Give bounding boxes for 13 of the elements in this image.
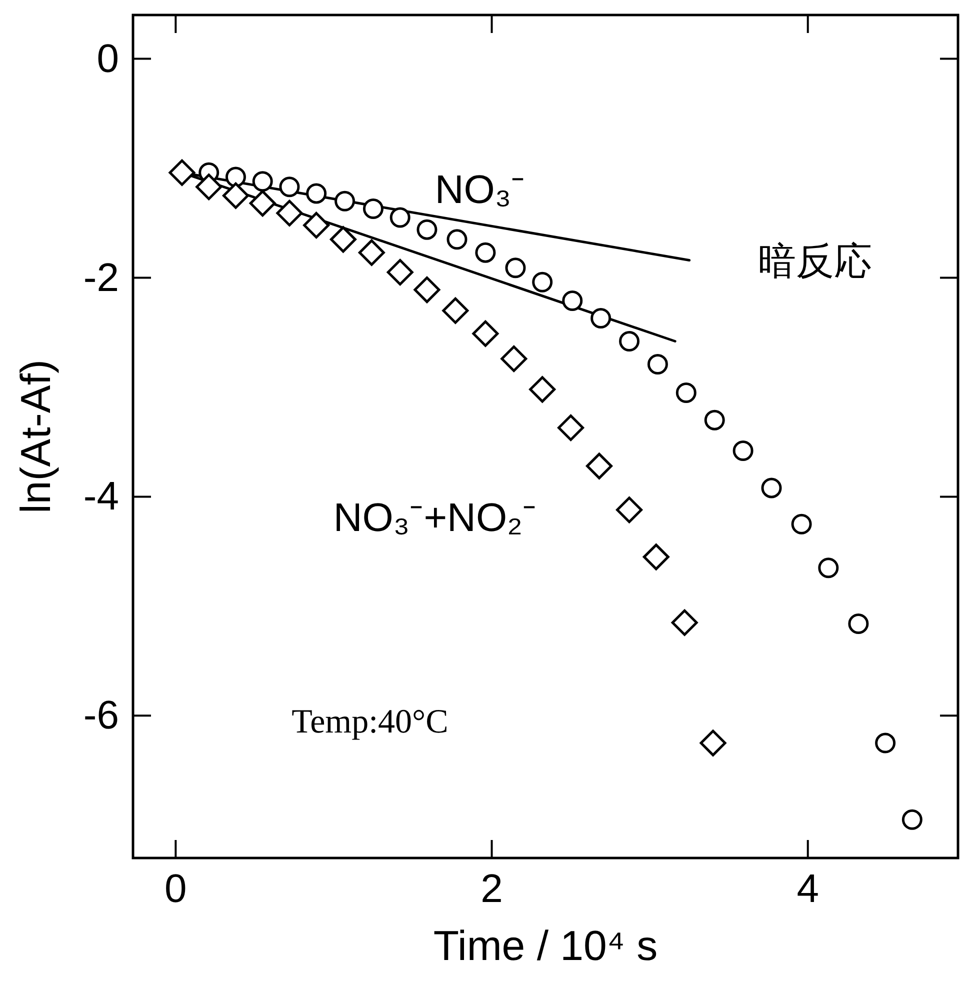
annotation: Temp:40°C bbox=[292, 704, 448, 740]
x-tick-label: 4 bbox=[796, 867, 819, 911]
annotation: 暗反応 bbox=[758, 241, 872, 283]
xlabel: Time / 10⁴ s bbox=[433, 922, 658, 969]
y-tick-label: 0 bbox=[96, 36, 119, 81]
x-tick-label: 0 bbox=[164, 867, 187, 911]
annotation: NO₃⁻+NO₂⁻ bbox=[333, 496, 537, 540]
ylabel: ln(At-Af) bbox=[12, 360, 59, 514]
y-tick-label: -6 bbox=[83, 694, 119, 738]
y-tick-label: -2 bbox=[83, 256, 119, 300]
y-tick-label: -4 bbox=[83, 474, 119, 519]
x-tick-label: 2 bbox=[480, 867, 503, 911]
annotation: NO₃⁻ bbox=[434, 168, 526, 212]
